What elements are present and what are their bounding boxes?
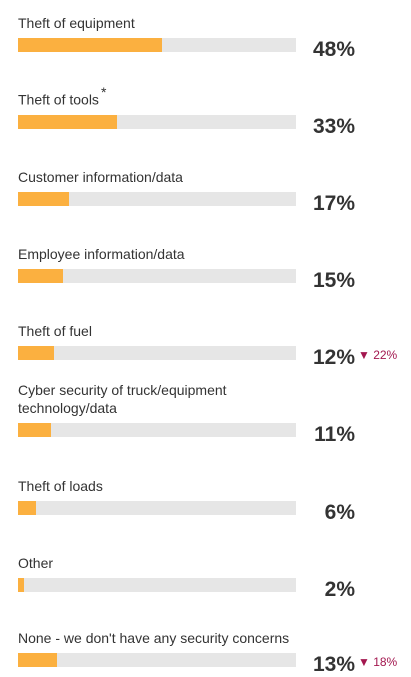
category-text: Theft of loads [18,478,103,494]
bar-track [18,578,296,592]
category-label: Theft of tools * [18,84,303,109]
bar [18,501,36,515]
category-label: Other [18,554,303,572]
category-label: Theft of loads [18,477,303,495]
bar-track [18,501,296,515]
category-text: Theft of fuel [18,323,92,339]
category-label: Theft of equipment [18,14,303,32]
value-label: 15% [312,269,355,292]
bar-track [18,653,296,667]
bar [18,423,51,437]
value-label: 33% [312,115,355,138]
value-label: 13% [312,653,355,676]
bar-track [18,192,296,206]
value-label: 12% [312,346,355,369]
bar-track [18,269,296,283]
bar-track [18,346,296,360]
bar [18,269,63,283]
category-label: Customer information/data [18,168,303,186]
category-text: Cyber security of truck/equipment techno… [18,382,227,416]
footnote-mark: * [100,84,107,101]
value-label: 48% [312,38,355,61]
value-label: 11% [314,423,355,446]
category-text: Theft of equipment [18,15,135,31]
bar [18,578,24,592]
category-label: None - we don't have any security concer… [18,629,303,647]
category-text: Employee information/data [18,246,185,262]
value-label: 2% [324,578,355,601]
bar [18,192,69,206]
bar-track [18,423,296,437]
bar [18,115,117,129]
category-text: None - we don't have any security concer… [18,630,290,646]
category-label: Employee information/data [18,245,303,263]
value-label: 17% [312,192,355,215]
bar [18,38,162,52]
bar [18,653,57,667]
category-text: Theft of tools [18,92,99,108]
change-label: ▼ 22% [358,348,398,362]
change-label: ▼ 18% [358,655,398,669]
category-text: Other [18,555,54,571]
value-label: 6% [324,501,355,524]
category-label: Cyber security of truck/equipment techno… [18,381,303,417]
bar [18,346,54,360]
category-text: Customer information/data [18,169,183,185]
category-label: Theft of fuel [18,322,303,340]
